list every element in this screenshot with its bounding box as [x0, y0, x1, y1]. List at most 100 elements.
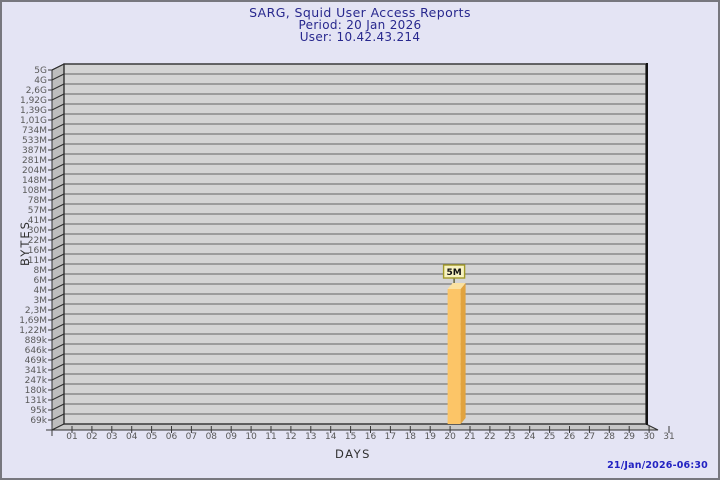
- wall-rib: [51, 83, 65, 91]
- wall-rib: [51, 63, 65, 71]
- y-tick-label: 281M: [22, 156, 47, 166]
- period-subtitle: Period: 20 Jan 2026: [298, 18, 422, 32]
- x-tick-label: 07: [186, 432, 197, 442]
- floor: [51, 423, 659, 431]
- wall-rib: [51, 343, 65, 351]
- y-tick-label: 734M: [22, 126, 47, 136]
- bar-top: [447, 283, 466, 289]
- wall-rib: [51, 353, 65, 361]
- x-tick-label: 25: [544, 432, 555, 442]
- x-tick-label: 30: [643, 432, 655, 442]
- wall-rib: [51, 93, 65, 101]
- wall-rib: [51, 303, 65, 311]
- x-tick-label: 28: [604, 432, 616, 442]
- x-tick-label: 12: [285, 432, 296, 442]
- y-tick-label: 2,6G: [26, 86, 47, 96]
- y-tick-label: 57M: [28, 206, 47, 216]
- x-tick-label: 26: [564, 432, 576, 442]
- y-tick-label: 1,01G: [20, 116, 47, 126]
- wall-rib: [51, 263, 65, 271]
- y-tick-label: 95k: [30, 406, 47, 416]
- x-tick-label: 31: [663, 432, 674, 442]
- wall-rib: [51, 133, 65, 141]
- wall-rib: [51, 73, 65, 81]
- bar-front: [447, 289, 461, 424]
- x-tick-label: 27: [584, 432, 595, 442]
- y-tick-label: 2,3M: [25, 306, 47, 316]
- y-tick-label: 533M: [22, 136, 47, 146]
- y-tick-label: 180k: [25, 386, 48, 396]
- y-tick-label: 341k: [25, 366, 48, 376]
- y-tick-label: 204M: [22, 166, 47, 176]
- y-tick-label: 69k: [30, 416, 47, 426]
- wall-rib: [51, 223, 65, 231]
- bar-side: [460, 283, 466, 424]
- x-tick-label: 04: [126, 432, 138, 442]
- y-tick-label: 6M: [34, 276, 48, 286]
- x-tick-label: 06: [166, 432, 178, 442]
- y-tick-label: 646k: [25, 346, 48, 356]
- wall-rib: [51, 323, 65, 331]
- page-title: SARG, Squid User Access Reports: [249, 5, 471, 20]
- value-label: 5M: [446, 268, 461, 278]
- y-tick-label: 3M: [34, 296, 48, 306]
- wall-rib: [51, 283, 65, 291]
- x-tick-label: 16: [365, 432, 377, 442]
- y-tick-label: 11M: [28, 256, 47, 266]
- user-subtitle: User: 10.42.43.214: [299, 30, 421, 44]
- y-tick-label: 5G: [34, 66, 47, 76]
- x-tick-label: 18: [405, 432, 417, 442]
- wall-rib: [51, 183, 65, 191]
- y-tick-label: 108M: [22, 186, 47, 196]
- x-tick-label: 11: [265, 432, 276, 442]
- y-tick-label: 469k: [25, 356, 48, 366]
- wall-rib: [51, 173, 65, 181]
- title-block: SARG, Squid User Access Reports Period: …: [2, 5, 718, 44]
- x-tick-label: 13: [305, 432, 316, 442]
- wall-rib: [51, 373, 65, 381]
- wall-rib: [51, 243, 65, 251]
- y-tick-label: 4G: [34, 76, 47, 86]
- y-tick-label: 131k: [25, 396, 48, 406]
- x-tick-label: 24: [524, 432, 536, 442]
- x-tick-label: 29: [623, 432, 635, 442]
- y-tick-label: 247k: [25, 376, 48, 386]
- wall-rib: [51, 363, 65, 371]
- y-tick-label: 1,22M: [19, 326, 47, 336]
- x-tick-label: 21: [464, 432, 475, 442]
- y-tick-label: 30M: [28, 226, 47, 236]
- wall-rib: [51, 163, 65, 171]
- x-tick-label: 01: [66, 432, 77, 442]
- value-label-box: [442, 264, 466, 279]
- x-tick-label: 02: [86, 432, 97, 442]
- wall-rib: [51, 383, 65, 391]
- x-tick-label: 05: [146, 432, 157, 442]
- wall-rib: [51, 123, 65, 131]
- x-tick-label: 03: [106, 432, 117, 442]
- x-tick-label: 09: [225, 432, 237, 442]
- x-tick-label: 23: [504, 432, 515, 442]
- wall-rib: [51, 293, 65, 301]
- x-tick-label: 22: [484, 432, 495, 442]
- x-tick-label: 15: [345, 432, 356, 442]
- generated-timestamp: 21/Jan/2026-06:30: [607, 460, 708, 471]
- wall-rib: [51, 103, 65, 111]
- y-tick-label: 4M: [34, 286, 48, 296]
- wall-rib: [51, 313, 65, 321]
- wall-rib: [51, 193, 65, 201]
- wall-rib: [51, 333, 65, 341]
- wall-rib: [51, 393, 65, 401]
- wall-rib: [51, 153, 65, 161]
- wall-rib: [51, 253, 65, 261]
- y-tick-label: 889k: [25, 336, 48, 346]
- y-tick-label: 1,92G: [20, 96, 47, 106]
- x-tick-label: 10: [245, 432, 257, 442]
- wall-rib: [51, 413, 65, 421]
- wall-rib: [51, 273, 65, 281]
- y-tick-label: 148M: [22, 176, 47, 186]
- wall-rib: [51, 233, 65, 241]
- y-tick-label: 22M: [28, 236, 47, 246]
- y-tick-label: 1,39G: [20, 106, 47, 116]
- y-tick-label: 78M: [28, 196, 47, 206]
